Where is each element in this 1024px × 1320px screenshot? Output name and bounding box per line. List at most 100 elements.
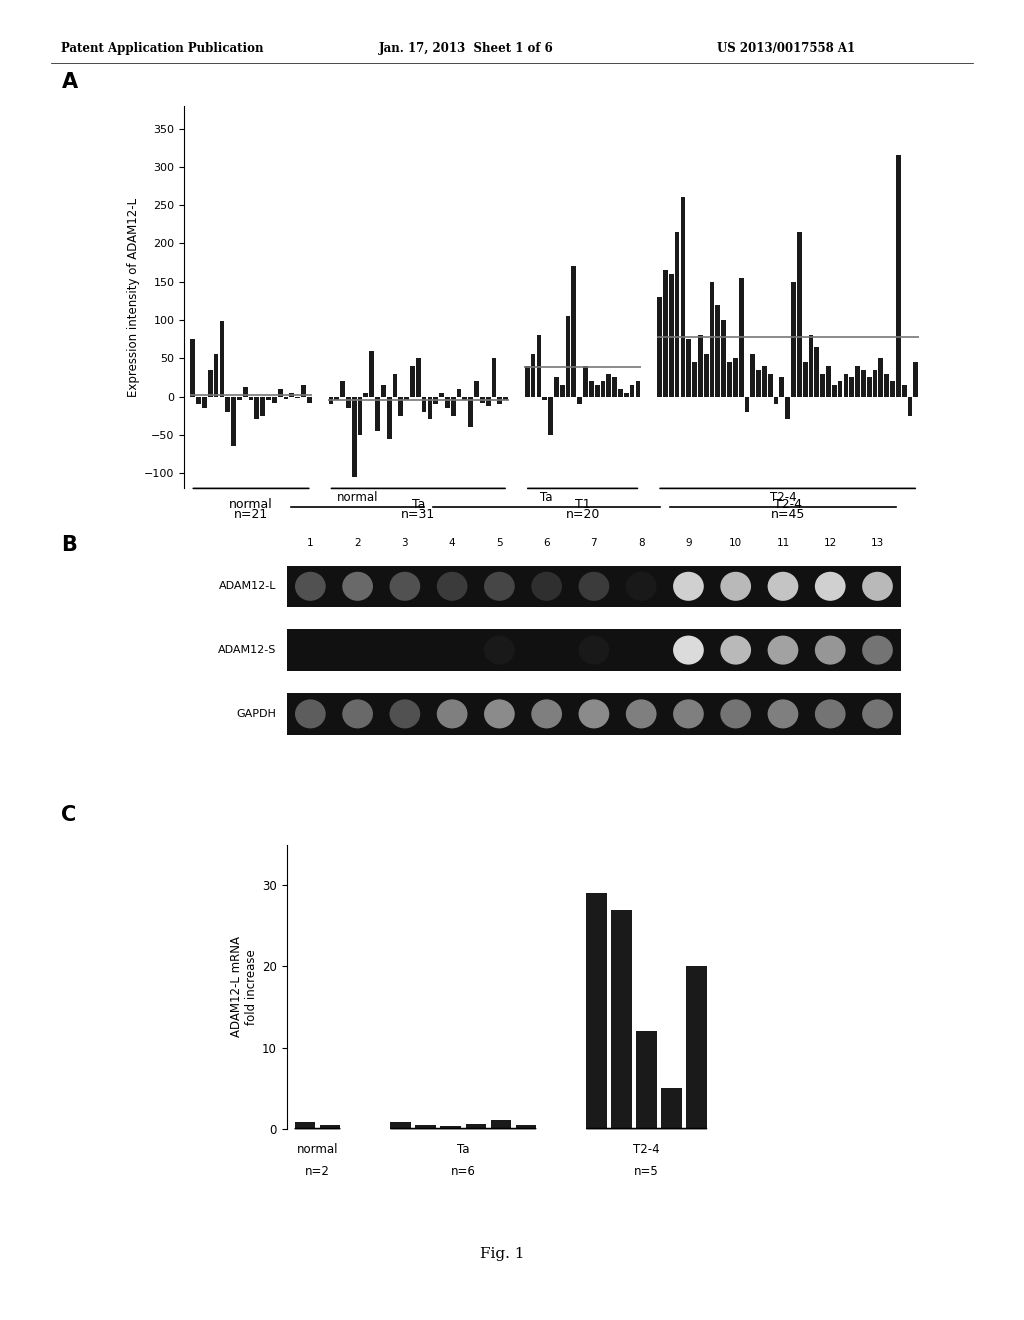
Bar	[525, 366, 529, 396]
Bar	[243, 387, 248, 396]
Bar	[774, 396, 778, 404]
Bar	[578, 396, 582, 404]
Bar	[612, 378, 617, 396]
Bar	[537, 335, 542, 396]
Bar	[357, 396, 362, 434]
Ellipse shape	[768, 700, 799, 729]
Bar	[260, 396, 265, 416]
Bar	[692, 362, 697, 396]
Bar	[516, 1126, 537, 1129]
Ellipse shape	[342, 572, 373, 601]
Text: n=20: n=20	[565, 507, 600, 520]
Ellipse shape	[768, 572, 799, 601]
Bar	[433, 396, 438, 404]
Bar	[492, 358, 497, 396]
Bar	[844, 374, 848, 396]
Text: n=31: n=31	[401, 507, 435, 520]
Text: n=21: n=21	[233, 507, 268, 520]
Bar	[826, 366, 830, 396]
Bar	[657, 297, 662, 396]
Bar	[190, 339, 196, 396]
Text: C: C	[61, 805, 77, 825]
Bar	[751, 355, 755, 396]
Bar	[346, 396, 351, 408]
Text: 7: 7	[591, 537, 597, 548]
Bar	[416, 358, 421, 396]
Bar	[820, 374, 825, 396]
Ellipse shape	[531, 700, 562, 729]
Bar	[282, 565, 906, 607]
Bar	[214, 355, 218, 396]
Bar	[913, 362, 919, 396]
Bar	[398, 396, 403, 416]
Text: 12: 12	[823, 537, 837, 548]
Ellipse shape	[484, 636, 515, 664]
Ellipse shape	[815, 572, 846, 601]
Bar	[370, 351, 374, 396]
Bar	[197, 396, 201, 404]
Ellipse shape	[531, 572, 562, 601]
Ellipse shape	[295, 572, 326, 601]
Bar	[675, 232, 680, 396]
Bar	[733, 358, 737, 396]
Bar	[686, 339, 691, 396]
Bar	[662, 1088, 682, 1129]
Text: 9: 9	[685, 537, 692, 548]
Bar	[390, 1122, 411, 1129]
Ellipse shape	[815, 700, 846, 729]
Bar	[307, 396, 311, 403]
Bar	[779, 378, 784, 396]
Ellipse shape	[720, 572, 751, 601]
Ellipse shape	[720, 636, 751, 664]
Bar	[381, 385, 386, 396]
Ellipse shape	[437, 700, 468, 729]
Bar	[879, 358, 884, 396]
Bar	[872, 370, 878, 396]
Bar	[416, 1125, 436, 1129]
Text: 2: 2	[354, 537, 360, 548]
Text: Ta: Ta	[541, 491, 553, 504]
Text: n=45: n=45	[770, 507, 805, 520]
Bar	[669, 275, 674, 396]
Y-axis label: Expression intensity of ADAM12-L: Expression intensity of ADAM12-L	[127, 198, 140, 396]
Bar	[710, 281, 715, 396]
Text: 3: 3	[401, 537, 409, 548]
Text: 1: 1	[307, 537, 313, 548]
Bar	[792, 281, 796, 396]
Text: 11: 11	[776, 537, 790, 548]
Bar	[319, 1125, 340, 1129]
Text: n=2: n=2	[305, 1166, 330, 1177]
Ellipse shape	[862, 636, 893, 664]
Text: ADAM12-S: ADAM12-S	[218, 645, 276, 655]
Bar	[387, 396, 391, 438]
Text: T2-4: T2-4	[770, 491, 797, 504]
Bar	[583, 366, 588, 396]
Bar	[756, 370, 761, 396]
Text: normal: normal	[297, 1143, 338, 1156]
Bar	[290, 393, 294, 396]
Bar	[231, 396, 236, 446]
Bar	[716, 305, 720, 396]
Ellipse shape	[342, 700, 373, 729]
Bar	[703, 355, 709, 396]
Bar	[809, 335, 813, 396]
Bar	[762, 366, 767, 396]
Bar	[451, 396, 456, 416]
Text: Fig. 1: Fig. 1	[479, 1246, 524, 1261]
Bar	[831, 385, 837, 396]
Text: 4: 4	[449, 537, 456, 548]
Bar	[565, 317, 570, 396]
Bar	[237, 396, 242, 400]
Bar	[896, 156, 901, 396]
Ellipse shape	[389, 700, 420, 729]
Text: Ta: Ta	[457, 1143, 470, 1156]
Bar	[352, 396, 356, 477]
Ellipse shape	[815, 636, 846, 664]
Bar	[364, 393, 369, 396]
Bar	[474, 381, 479, 396]
Bar	[803, 362, 808, 396]
Text: B: B	[61, 535, 78, 554]
Bar	[266, 396, 271, 400]
Bar	[727, 362, 732, 396]
Bar	[468, 396, 473, 428]
